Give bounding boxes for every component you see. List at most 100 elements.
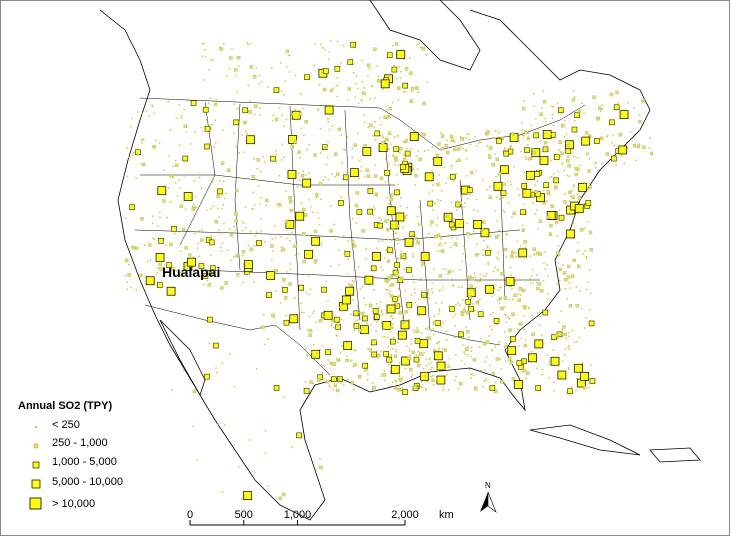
source-dot <box>373 313 380 320</box>
source-dot <box>156 282 163 288</box>
source-dot <box>360 98 362 101</box>
source-dot <box>385 157 387 160</box>
source-dot <box>403 153 405 156</box>
source-dot <box>408 347 411 350</box>
source-dot <box>207 102 210 105</box>
source-dot <box>402 226 404 229</box>
source-dot <box>445 339 448 341</box>
source-dot <box>441 322 444 325</box>
source-dot <box>574 167 578 171</box>
source-dot <box>137 111 139 113</box>
source-dot <box>240 177 242 180</box>
source-dot <box>511 216 513 218</box>
source-dot <box>534 213 537 215</box>
source-dot <box>606 135 608 138</box>
source-dot <box>431 366 433 369</box>
source-dot <box>271 313 275 318</box>
source-dot <box>409 132 419 141</box>
source-dot <box>465 137 467 139</box>
source-dot <box>587 152 590 155</box>
source-dot <box>409 367 413 372</box>
source-dot <box>302 207 306 212</box>
source-dot <box>432 374 434 377</box>
source-dot <box>380 350 382 352</box>
source-dot <box>320 198 322 201</box>
source-dot <box>400 320 410 330</box>
source-dot <box>397 164 400 167</box>
source-dot <box>532 150 536 155</box>
source-dot <box>479 280 481 283</box>
source-dot <box>495 157 499 161</box>
source-dot <box>551 334 557 340</box>
source-dot <box>404 217 407 219</box>
source-dot <box>183 192 193 201</box>
source-dot <box>506 180 509 183</box>
source-dot <box>440 244 443 247</box>
source-dot <box>347 239 349 242</box>
source-dot <box>353 389 355 391</box>
source-dot <box>384 137 389 141</box>
source-dot <box>402 389 408 395</box>
source-dot <box>408 306 411 309</box>
source-dot <box>323 315 326 318</box>
source-dot <box>143 138 145 140</box>
source-dot <box>350 360 352 362</box>
source-dot <box>198 230 200 232</box>
source-dot <box>574 204 584 213</box>
source-dot <box>319 465 323 470</box>
source-dot <box>355 191 359 195</box>
source-dot <box>509 266 512 269</box>
source-dot <box>346 273 349 275</box>
source-dot <box>377 75 380 78</box>
source-dot <box>286 271 288 273</box>
source-dot <box>319 348 321 350</box>
source-dot <box>331 323 333 325</box>
source-dot <box>182 155 189 162</box>
source-dot <box>336 172 340 176</box>
source-dot <box>419 363 421 366</box>
source-dot <box>396 295 399 298</box>
source-dot <box>404 91 407 93</box>
source-dot <box>412 256 414 258</box>
source-dot <box>459 144 461 147</box>
source-dot <box>542 279 545 282</box>
source-dot <box>587 281 589 284</box>
source-dot <box>151 104 153 106</box>
source-dot <box>433 351 443 361</box>
source-dot <box>266 271 275 280</box>
source-dot <box>215 98 218 101</box>
source-dot <box>351 156 354 159</box>
source-dot <box>416 327 418 329</box>
source-dot <box>404 237 414 247</box>
source-dot <box>281 114 283 116</box>
source-dot <box>442 389 444 391</box>
source-dot <box>235 254 239 258</box>
source-dot <box>315 193 319 197</box>
source-dot <box>135 289 138 291</box>
source-dot <box>223 43 225 45</box>
source-dot <box>522 134 524 137</box>
source-dot <box>400 250 402 252</box>
source-dot <box>566 275 571 279</box>
source-dot <box>428 232 430 235</box>
source-dot <box>187 257 196 267</box>
source-dot <box>309 380 313 384</box>
source-dot <box>362 91 366 96</box>
source-dot <box>581 136 591 146</box>
source-dot <box>270 244 274 248</box>
source-dot <box>260 171 262 173</box>
source-dot <box>294 108 296 111</box>
source-dot <box>566 158 570 163</box>
source-dot <box>438 174 440 176</box>
source-dot <box>568 344 570 347</box>
source-dot <box>353 269 355 271</box>
source-dot <box>303 388 310 394</box>
source-dot <box>315 320 318 323</box>
source-dot <box>521 288 526 293</box>
source-dot <box>413 281 416 284</box>
source-dot <box>459 381 463 386</box>
source-dot <box>477 210 479 212</box>
source-dot <box>530 124 532 127</box>
source-dot <box>304 173 307 176</box>
source-dot <box>473 220 482 229</box>
